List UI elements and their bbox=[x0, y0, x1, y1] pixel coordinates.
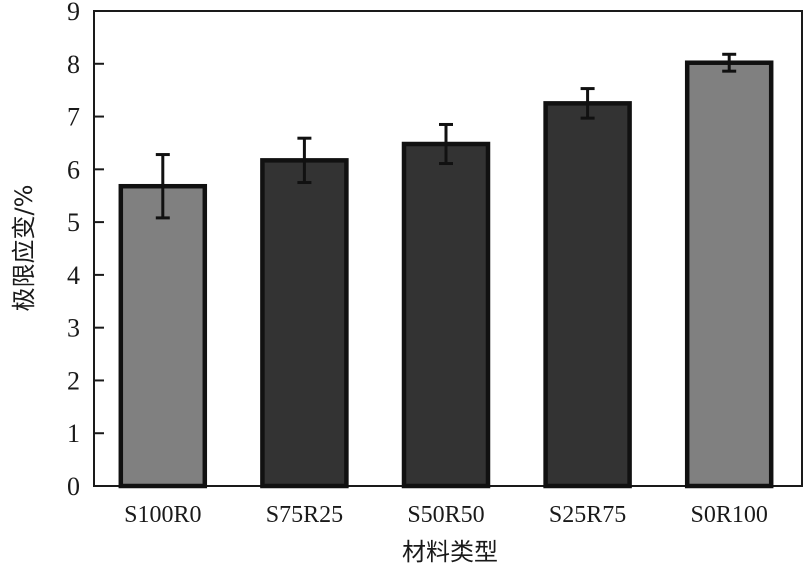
y-tick-label: 0 bbox=[67, 472, 80, 501]
y-tick-label: 4 bbox=[67, 261, 80, 290]
error-bar-s25r75 bbox=[580, 87, 595, 120]
y-tick-label: 3 bbox=[67, 314, 80, 343]
bar-s100r0 bbox=[118, 183, 208, 489]
x-tick-label: S100R0 bbox=[124, 502, 201, 528]
y-axis-ticks: 0 1 2 3 4 5 6 7 8 9 bbox=[67, 0, 104, 501]
error-bar-s50r50 bbox=[439, 122, 453, 166]
error-bar-s100r0 bbox=[155, 153, 170, 220]
bar-s50r50 bbox=[401, 141, 491, 489]
x-tick-label: S0R100 bbox=[691, 502, 768, 528]
y-tick-label: 1 bbox=[67, 419, 80, 448]
error-bar-s0r100 bbox=[722, 52, 737, 73]
bar-s75r25 bbox=[260, 158, 349, 489]
bars bbox=[118, 60, 774, 489]
x-tick-label: S50R50 bbox=[407, 502, 484, 528]
y-tick-label: 5 bbox=[67, 208, 80, 237]
y-tick-label: 9 bbox=[67, 0, 80, 26]
x-axis-labels: S100R0 S75R25 S50R50 S25R75 S0R100 bbox=[124, 502, 768, 528]
error-bar-s75r25 bbox=[297, 136, 312, 185]
y-tick-label: 2 bbox=[67, 366, 80, 395]
y-tick-label: 6 bbox=[67, 155, 80, 184]
y-axis-title: 极限应变/% bbox=[10, 185, 38, 312]
y-tick-label: 8 bbox=[67, 50, 80, 79]
x-tick-label: S75R25 bbox=[266, 502, 343, 528]
x-axis-title: 材料类型 bbox=[402, 538, 498, 566]
y-tick-label: 7 bbox=[67, 103, 80, 132]
x-tick-label: S25R75 bbox=[549, 502, 626, 528]
error-bars bbox=[155, 52, 737, 220]
bar-s0r100 bbox=[684, 60, 774, 489]
bar-s25r75 bbox=[543, 101, 632, 489]
